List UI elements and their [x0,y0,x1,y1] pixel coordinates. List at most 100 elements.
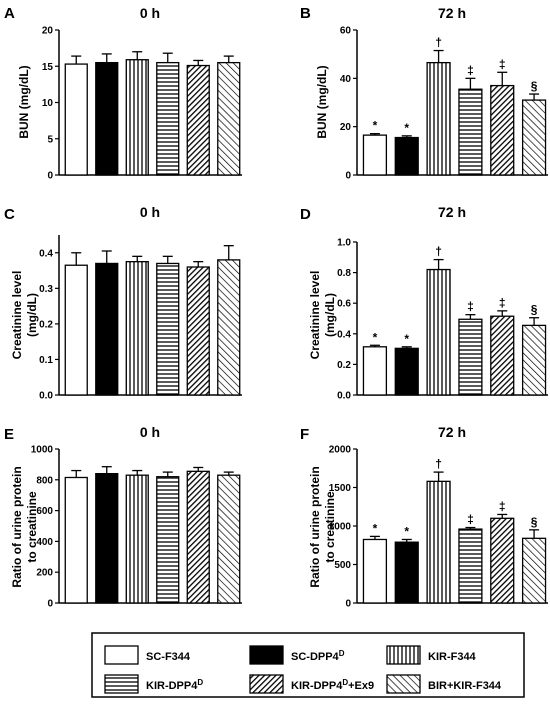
panel-title: 72 h [438,204,466,220]
bar-kir_dpp4d_ex9 [490,517,515,604]
y-axis-label: Creatinine level(mg/dL) [10,271,39,360]
y-tick-label: 0 [47,599,53,610]
y-tick-label: 0.8 [337,268,351,279]
bar-sc_dpp4d [95,472,119,604]
significance-marker: ‡ [467,513,474,527]
legend-swatch [249,674,284,694]
legend-label-main: KIR-F344 [428,651,477,663]
bar-kir_dpp4d [458,318,483,396]
significance-marker: † [435,245,442,259]
bar-kir_f344 [125,59,149,176]
bar-kir_dpp4d [156,476,180,604]
y-tick-label: 60 [340,26,352,37]
legend-swatch [104,674,139,694]
y-tick-label: 0.6 [337,299,351,310]
bar-sc_f344 [362,538,388,604]
legend-label-suffix: +Ex9 [348,680,374,692]
legend-swatch [386,645,421,665]
panel-letter: B [300,5,311,22]
bar-kir_dpp4d [458,528,483,604]
legend-swatch [249,645,284,665]
legend-item-kir_dpp4d_ex9: KIR-DPP4D+Ex9 [249,674,374,694]
panel-letter: C [4,206,15,223]
significance-marker: † [435,457,442,471]
bar-bir_kir_f344 [217,259,241,396]
chart-panels: A 0 h BUN (mg/dL) 0 5 10 15 20 B 72 h BUN (mg/dL) 0… [4,5,548,610]
significance-marker: ‡ [499,296,506,310]
y-axis-label-line: BUN (mg/dL) [315,65,329,138]
panel-letter: E [4,426,14,443]
y-tick-label: 5 [47,134,53,145]
significance-marker: * [373,521,378,535]
y-axis-label: Ratio of urine proteinto creatinine [308,466,337,587]
significance-marker: * [373,119,378,133]
y-axis-label-line: BUN (mg/dL) [17,65,31,138]
y-tick-label: 1500 [329,483,352,494]
y-tick-label: 20 [340,122,352,133]
bar-sc_f344 [64,63,88,176]
bar-bir_kir_f344 [217,61,241,176]
y-tick-label: 0.1 [39,355,53,366]
panel-title: 0 h [140,424,160,440]
bar-bir_kir_f344 [521,324,547,396]
y-axis-label-line: Creatinine level [308,271,322,360]
bar-kir_dpp4d_ex9 [186,64,210,176]
significance-marker: § [531,79,538,93]
y-tick-label: 0.2 [337,360,351,371]
bar-kir_f344 [125,474,149,604]
y-tick-label: 800 [36,475,53,486]
panel-a: A 0 h BUN (mg/dL) 0 5 10 15 20 [4,5,242,182]
y-tick-label: 0 [47,171,53,182]
legend-label-main: SC-F344 [146,651,191,663]
legend-label: KIR-DPP4D [146,678,203,693]
panel-c: C 0 h Creatinine level(mg/dL) 0.0 0.1 0.2 0.3 0… [4,204,242,402]
significance-marker: * [404,332,409,346]
significance-marker: * [404,121,409,135]
panel-title: 72 h [438,5,466,21]
y-tick-label: 1.0 [337,238,351,249]
panel-e: E 0 h Ratio of urine proteinto creatinine 0… [4,424,242,610]
y-axis-label-line: Ratio of urine protein [10,466,24,587]
panel-letter: D [300,206,311,223]
significance-marker: § [531,303,538,317]
legend-label-main: KIR-DPP4 [291,680,343,692]
bar-sc_dpp4d [394,347,419,396]
y-tick-label: 0.4 [337,329,351,340]
y-tick-label: 15 [42,62,54,73]
legend-item-kir_f344: KIR-F344 [386,645,477,665]
y-tick-label: 200 [36,568,53,579]
significance-marker: ‡ [499,57,506,71]
bar-kir_dpp4d_ex9 [490,315,515,396]
y-tick-label: 500 [334,560,351,571]
panel-f: F 72 h Ratio of urine proteinto creatinine… [300,424,548,610]
legend-label-main: KIR-DPP4 [146,680,198,692]
legend-item-sc_f344: SC-F344 [104,645,191,665]
significance-marker: * [373,330,378,344]
legend-label-main: BIR+KIR-F344 [428,680,502,692]
y-axis-label-line: (mg/dL) [323,293,337,337]
y-tick-label: 10 [42,98,54,109]
significance-marker: ‡ [499,499,506,513]
legend-label: KIR-F344 [428,651,477,663]
panel-title: 0 h [140,5,160,21]
y-axis-label-line: to creatinine [25,491,39,563]
y-axis-label-line: to creatinine [323,491,337,563]
legend-label-superscript: D [342,678,348,687]
bar-bir_kir_f344 [521,537,547,604]
bar-kir_dpp4d [458,88,483,176]
legend-label-superscript: D [339,649,345,658]
y-tick-label: 1000 [329,522,352,533]
y-axis-label: BUN (mg/dL) [17,65,31,138]
y-tick-label: 400 [36,537,53,548]
y-axis-label-line: Ratio of urine protein [308,466,322,587]
legend-label: SC-DPP4D [291,649,345,664]
y-axis-label: Ratio of urine proteinto creatinine [10,466,39,587]
significance-marker: ‡ [467,63,474,77]
y-tick-label: 20 [42,26,54,37]
y-tick-label: 0.2 [39,319,53,330]
bar-bir_kir_f344 [521,99,547,176]
legend-item-bir_kir_f344: BIR+KIR-F344 [386,674,502,694]
significance-marker: § [531,515,538,529]
